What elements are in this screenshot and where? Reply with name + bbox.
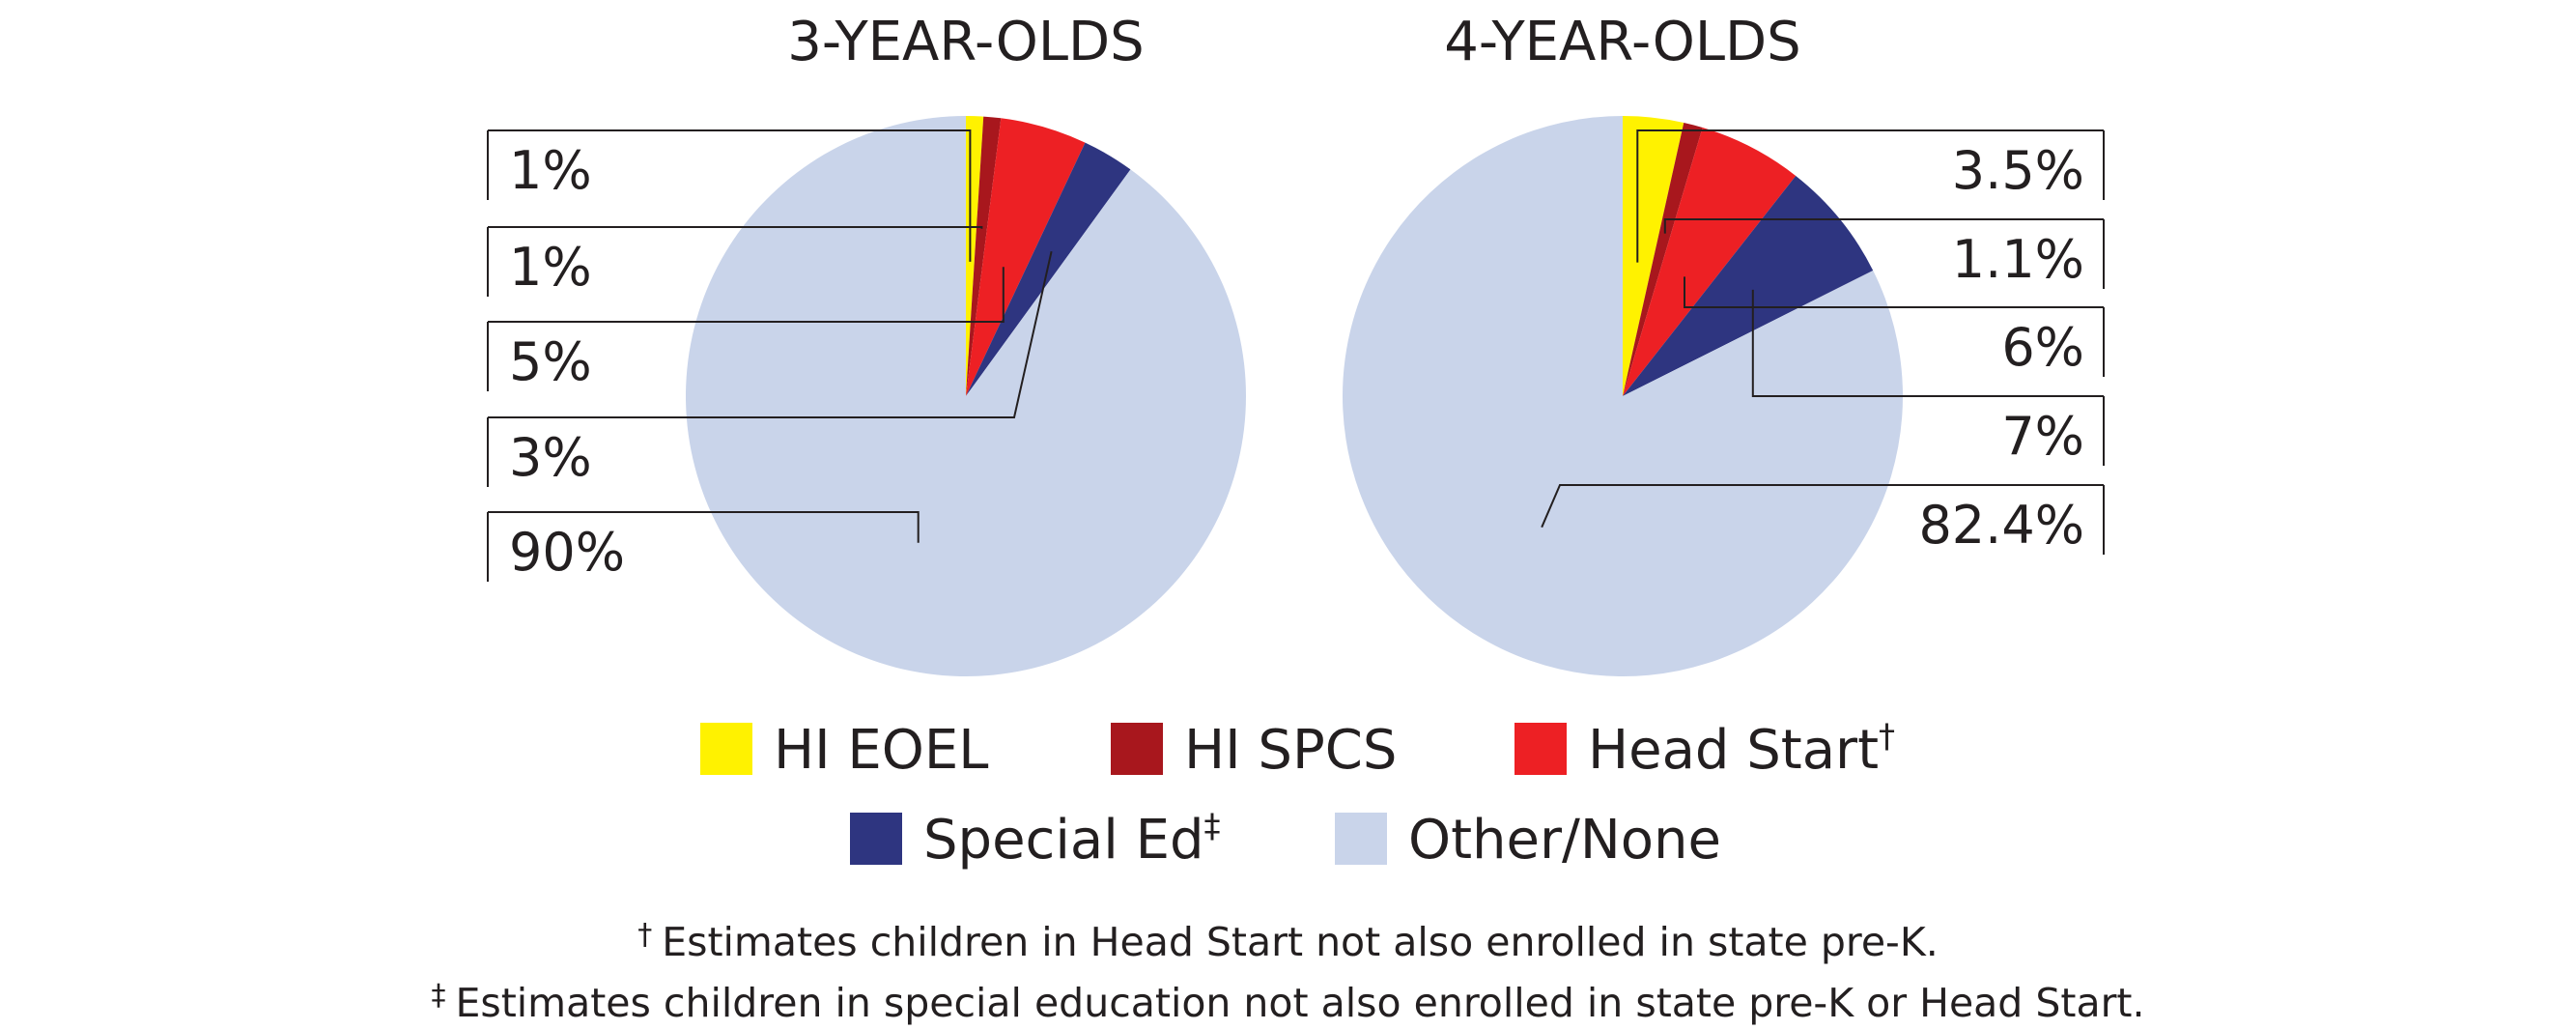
legend-item-special-ed: Special Ed‡ <box>850 807 1221 872</box>
data-label-text: 82.4% <box>1918 495 2084 556</box>
data-label-text: 1% <box>509 140 592 201</box>
slice-head-start <box>966 118 1086 396</box>
data-label-special-ed: 3% <box>487 250 1053 488</box>
data-label-text: 6% <box>2001 317 2084 378</box>
legend-swatch <box>1514 723 1567 775</box>
data-label-text: 3% <box>509 427 592 488</box>
legend-swatch <box>700 723 752 775</box>
legend-item-head-start: Head Start† <box>1514 717 1895 782</box>
footnote-head-start: † Estimates children in Head Start not al… <box>637 918 1939 965</box>
slice-head-start <box>1623 128 1797 396</box>
slice-other-none <box>685 115 1246 676</box>
data-label-hi-spcs: 1.1% <box>1663 218 2105 290</box>
legend-label: Special Ed‡ <box>923 807 1221 872</box>
data-label-other-none: 82.4% <box>1541 484 2105 556</box>
legend-item-hi-eoel: HI EOEL <box>700 719 988 782</box>
legend-swatch <box>850 813 902 865</box>
legend-label: Other/None <box>1408 809 1721 872</box>
legend-swatch <box>1111 723 1163 775</box>
footnotes: † Estimates children in Head Start not al… <box>0 908 2576 1030</box>
legend-label: HI EOEL <box>774 719 988 782</box>
legend: HI EOEL HI SPCS Head Start† Special Ed‡ Othe… <box>700 717 1895 872</box>
data-label-other-none: 90% <box>487 511 920 583</box>
data-label-text: 90% <box>509 522 625 583</box>
data-label-text: 7% <box>2001 406 2084 467</box>
legend-label: Head Start† <box>1588 717 1895 782</box>
slice-special-ed <box>1623 175 1874 396</box>
data-label-head-start: 5% <box>487 267 1005 392</box>
chart-title: 3-YEAR-OLDS <box>787 11 1144 73</box>
data-label-text: 1% <box>509 237 592 298</box>
legend-item-other-none: Other/None <box>1335 809 1721 872</box>
data-label-head-start: 6% <box>1684 276 2105 378</box>
footnote-special-ed: ‡ Estimates children in special education… <box>431 979 2145 1026</box>
legend-item-hi-spcs: HI SPCS <box>1111 719 1397 782</box>
data-label-text: 5% <box>509 331 592 392</box>
legend-label: HI SPCS <box>1184 719 1397 782</box>
data-label-hi-eoel: 1% <box>487 129 972 262</box>
data-label-hi-eoel: 3.5% <box>1636 129 2105 263</box>
slice-hi-spcs <box>966 116 1002 396</box>
chart-title: 4-YEAR-OLDS <box>1444 11 1800 73</box>
pie-3-year-olds: 3-YEAR-OLDS 1% 1% 5% 3% 90% <box>487 11 1246 676</box>
data-label-text: 1.1% <box>1952 229 2084 290</box>
pie-4-year-olds: 4-YEAR-OLDS 3.5% 1.1% 6% 7% 82.4% <box>1342 11 2105 676</box>
data-label-hi-spcs: 1% <box>487 226 983 298</box>
legend-swatch <box>1335 813 1387 865</box>
slice-hi-spcs <box>1623 122 1703 396</box>
data-label-special-ed: 7% <box>1751 289 2105 467</box>
data-label-text: 3.5% <box>1952 140 2084 201</box>
slice-other-none <box>1342 116 1903 676</box>
